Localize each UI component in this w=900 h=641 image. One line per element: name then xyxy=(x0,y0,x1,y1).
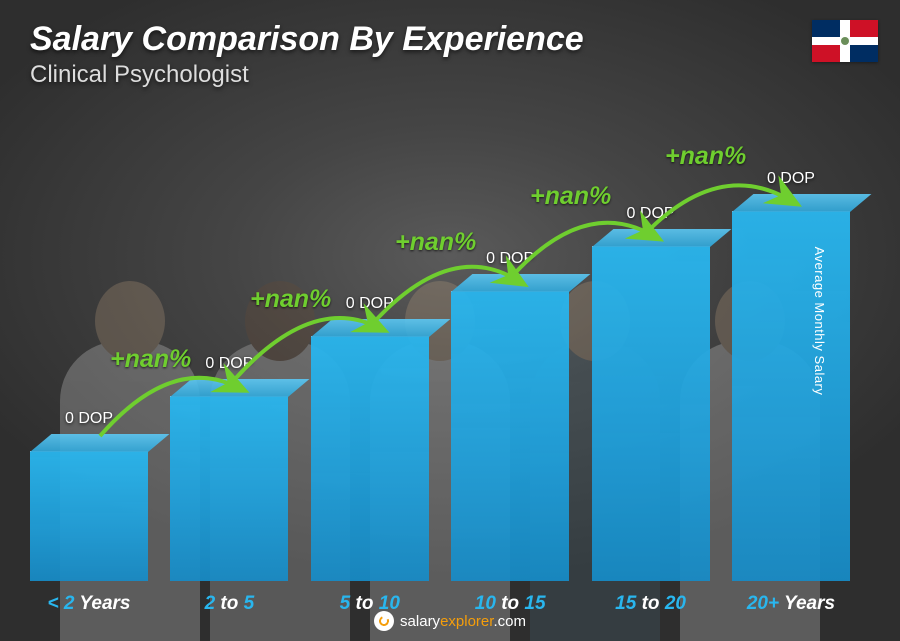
brand-pre: salary xyxy=(400,613,440,630)
bar-3: 0 DOP xyxy=(451,291,569,581)
delta-label-4: +nan% xyxy=(665,142,746,171)
footer: salaryexplorer.com xyxy=(0,611,900,631)
delta-label-1: +nan% xyxy=(250,285,331,314)
bar-wrap-5: 0 DOP 20+ Years xyxy=(732,121,850,581)
header: Salary Comparison By Experience Clinical… xyxy=(30,20,870,89)
bar-value-0: 0 DOP xyxy=(30,410,148,428)
bar-1: 0 DOP xyxy=(170,396,288,581)
bar-0: 0 DOP xyxy=(30,451,148,581)
chart-title: Salary Comparison By Experience xyxy=(30,20,870,59)
delta-label-3: +nan% xyxy=(530,182,611,211)
country-flag-icon xyxy=(812,20,878,62)
brand-logo: salaryexplorer.com xyxy=(374,611,526,631)
chart-subtitle: Clinical Psychologist xyxy=(30,61,870,89)
bar-4: 0 DOP xyxy=(592,246,710,581)
bar-wrap-2: 0 DOP 5 to 10 xyxy=(311,121,429,581)
y-axis-label: Average Monthly Salary xyxy=(812,246,827,395)
brand-mid: explorer xyxy=(440,613,493,630)
bar-2: 0 DOP xyxy=(311,336,429,581)
delta-label-2: +nan% xyxy=(395,228,476,257)
brand-logo-icon xyxy=(374,611,394,631)
delta-label-0: +nan% xyxy=(110,345,191,374)
bar-value-5: 0 DOP xyxy=(732,170,850,188)
bar-5: 0 DOP xyxy=(732,211,850,581)
brand-post: .com xyxy=(493,613,526,630)
